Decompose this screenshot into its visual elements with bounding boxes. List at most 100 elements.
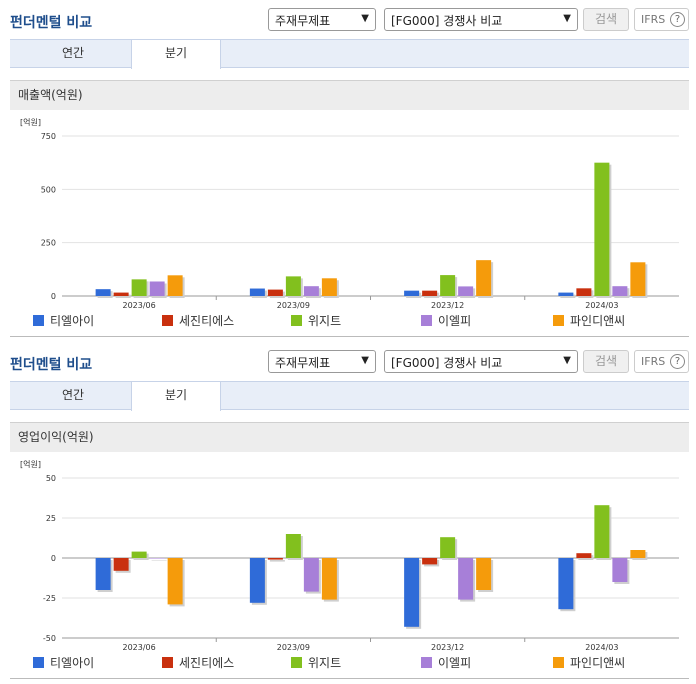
legend-label: 파인디앤씨: [570, 314, 626, 328]
bar: [95, 558, 111, 590]
y-tick-label: 750: [41, 132, 56, 141]
bar: [476, 558, 492, 590]
operating-profit-bar-chart: -50 -25 0 25 50 2023/06 2023/09 2023/12 2024/03: [43, 474, 679, 652]
fundamental-panel-operating-profit: 펀더멘털 비교 주재무제표 ▼ [FG000] 경쟁사 비교 ▼ 검색 IFRS…: [0, 342, 696, 682]
unit-label: [억원]: [20, 118, 41, 127]
search-button[interactable]: 검색: [583, 350, 629, 373]
bar: [149, 558, 165, 559]
bar: [630, 550, 646, 558]
bar-shadow: [115, 294, 131, 298]
bar: [612, 286, 628, 296]
panel-title: 펀더멘털 비교: [10, 357, 93, 373]
ifrs-help-button[interactable]: IFRS ?: [634, 350, 689, 373]
y-tick-label: 0: [51, 554, 56, 563]
bar: [249, 558, 265, 603]
legend-item[interactable]: 위지트: [291, 654, 341, 671]
bar: [167, 558, 183, 605]
chevron-down-icon: ▼: [361, 355, 369, 366]
y-tick-label: 50: [46, 474, 56, 483]
period-tabs: 연간 분기: [10, 381, 689, 411]
tab-annual[interactable]: 연간: [61, 46, 85, 60]
help-icon: ?: [670, 354, 685, 369]
tab-quarterly[interactable]: 분기: [131, 40, 221, 69]
x-tick-label: 2023/09: [277, 301, 310, 310]
statement-select[interactable]: 주재무제표 ▼: [268, 350, 376, 373]
bar: [285, 276, 301, 296]
bar: [440, 537, 456, 558]
legend-swatch: [33, 657, 44, 668]
legend-label: 위지트: [308, 314, 342, 328]
legend-label: 티엘아이: [50, 656, 95, 670]
chevron-down-icon: ▼: [563, 355, 571, 366]
bar: [285, 534, 301, 558]
bar-shadow: [269, 560, 285, 562]
legend-swatch: [421, 315, 432, 326]
period-tabs: 연간 분기: [10, 39, 689, 69]
legend-item[interactable]: 파인디앤씨: [553, 654, 625, 671]
ifrs-label: IFRS: [641, 13, 666, 26]
y-tick-label: 500: [41, 185, 56, 194]
bar: [267, 289, 283, 296]
legend-item[interactable]: 위지트: [291, 312, 341, 329]
chevron-down-icon: ▼: [563, 13, 571, 24]
bar: [576, 288, 592, 296]
help-icon: ?: [670, 12, 685, 27]
divider: [10, 678, 689, 679]
bar: [422, 290, 438, 296]
legend-label: 이엘피: [438, 314, 472, 328]
bar: [131, 279, 147, 296]
bar: [476, 260, 492, 296]
bar: [594, 505, 610, 558]
x-tick-label: 2023/12: [431, 301, 464, 310]
x-tick-label: 2023/09: [277, 643, 310, 652]
bar: [267, 558, 283, 560]
y-tick-label: 0: [51, 292, 56, 301]
bar: [630, 262, 646, 296]
compare-select[interactable]: [FG000] 경쟁사 비교 ▼: [384, 350, 578, 373]
panel-header: 펀더멘털 비교 주재무제표 ▼ [FG000] 경쟁사 비교 ▼ 검색 IFRS…: [0, 0, 696, 36]
chart-legend: 티엘아이 세진티에스 위지트 이엘피 파인디앤씨: [33, 654, 693, 670]
bar: [167, 275, 183, 296]
bar: [113, 292, 129, 296]
divider: [10, 336, 689, 337]
chevron-down-icon: ▼: [361, 13, 369, 24]
panel-title: 펀더멘털 비교: [10, 15, 93, 31]
legend-item[interactable]: 티엘아이: [33, 654, 94, 671]
legend-item[interactable]: 이엘피: [421, 654, 471, 671]
bar: [303, 558, 319, 592]
y-tick-label: 250: [41, 239, 56, 248]
ifrs-help-button[interactable]: IFRS ?: [634, 8, 689, 31]
bar: [321, 278, 337, 296]
legend-item[interactable]: 이엘피: [421, 312, 471, 329]
tab-quarterly[interactable]: 분기: [131, 382, 221, 411]
legend-label: 위지트: [308, 656, 342, 670]
statement-select[interactable]: 주재무제표 ▼: [268, 8, 376, 31]
bar: [576, 553, 592, 558]
bar-shadow: [151, 560, 167, 561]
bar: [558, 292, 574, 296]
bar: [95, 289, 111, 296]
legend-item[interactable]: 티엘아이: [33, 312, 94, 329]
section-title: 영업이익(억원): [10, 422, 689, 452]
legend-item[interactable]: 세진티에스: [162, 654, 234, 671]
x-tick-label: 2024/03: [585, 301, 618, 310]
panel-header: 펀더멘털 비교 주재무제표 ▼ [FG000] 경쟁사 비교 ▼ 검색 IFRS…: [0, 342, 696, 378]
statement-select-value: 주재무제표: [275, 14, 331, 28]
bar: [113, 558, 129, 571]
x-tick-label: 2024/03: [585, 643, 618, 652]
bar: [321, 558, 337, 600]
compare-select[interactable]: [FG000] 경쟁사 비교 ▼: [384, 8, 578, 31]
bar: [422, 558, 438, 565]
bar: [303, 286, 319, 296]
legend-label: 세진티에스: [179, 314, 235, 328]
search-button[interactable]: 검색: [583, 8, 629, 31]
tab-annual[interactable]: 연간: [61, 388, 85, 402]
legend-item[interactable]: 파인디앤씨: [553, 312, 625, 329]
legend-item[interactable]: 세진티에스: [162, 312, 234, 329]
y-tick-label: -25: [43, 594, 56, 603]
bar: [612, 558, 628, 582]
bar: [458, 286, 474, 296]
legend-swatch: [553, 657, 564, 668]
legend-swatch: [162, 315, 173, 326]
bar: [404, 558, 420, 627]
